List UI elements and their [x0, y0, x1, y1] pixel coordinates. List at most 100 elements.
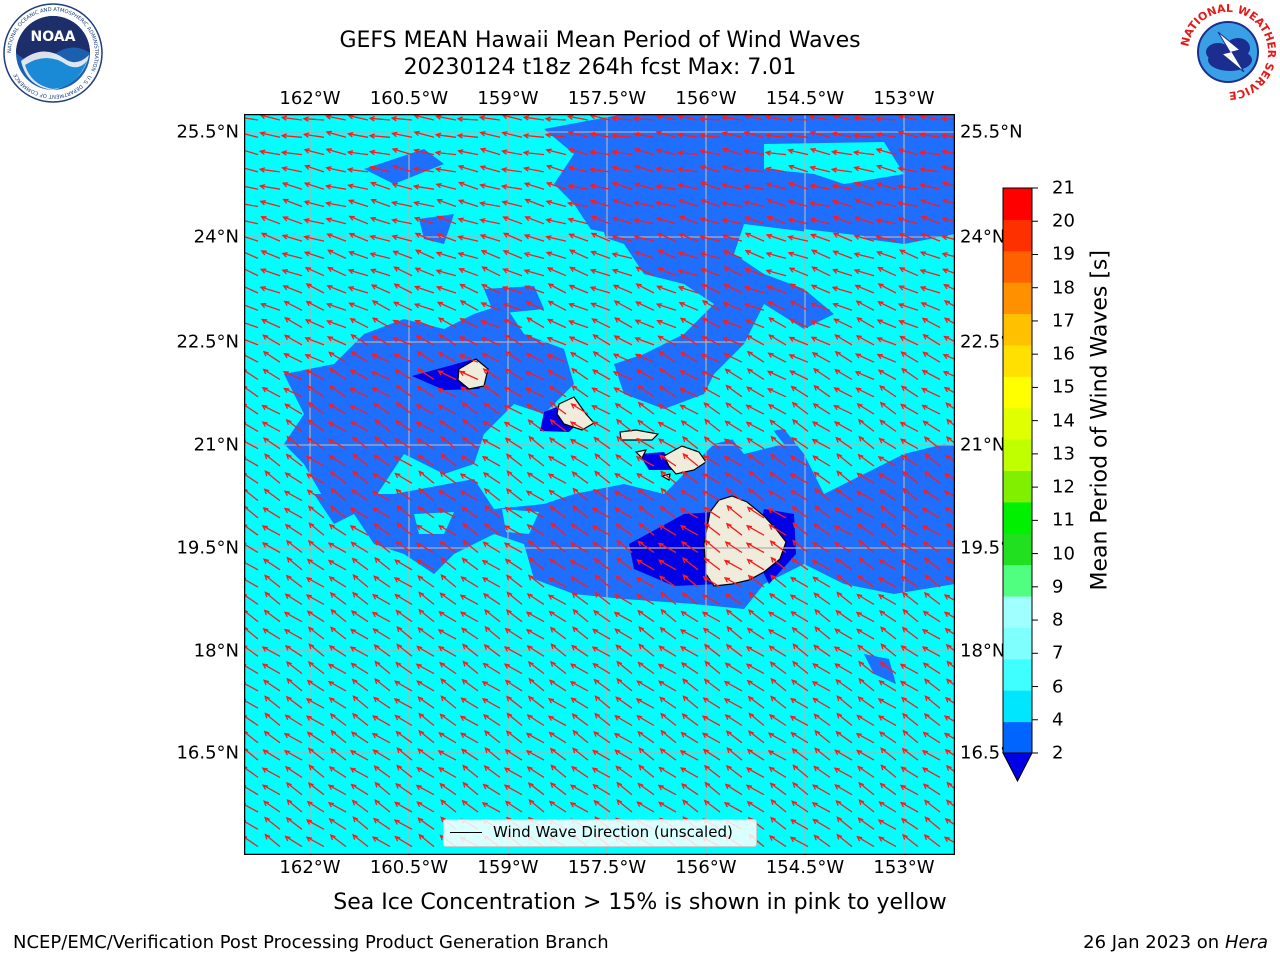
colorbar-swatch: [1003, 250, 1032, 283]
wind-wave-arrow: [283, 507, 303, 519]
wind-wave-arrow: [374, 677, 391, 692]
wind-wave-arrow: [701, 473, 721, 484]
wind-wave-arrow: [438, 610, 457, 623]
sea-ice-note: Sea Ice Concentration > 15% is shown in …: [333, 890, 947, 915]
wind-wave-arrow: [856, 593, 875, 605]
wind-wave-arrow: [244, 185, 259, 190]
wind-wave-arrow: [504, 800, 523, 813]
wind-wave-arrow: [812, 541, 831, 554]
wind-wave-arrow: [396, 764, 413, 778]
wind-wave-arrow: [897, 166, 919, 173]
wind-wave-arrow: [548, 800, 567, 813]
wind-wave-arrow: [636, 714, 655, 727]
wind-wave-arrow: [458, 181, 479, 190]
wind-wave-arrow: [484, 746, 501, 761]
wind-wave-arrow: [766, 216, 787, 225]
wind-wave-arrow: [440, 573, 457, 588]
wind-wave-arrow: [526, 316, 545, 329]
wind-wave-arrow: [346, 131, 369, 138]
wind-wave-arrow: [572, 608, 589, 623]
wind-wave-arrow: [262, 679, 281, 692]
nws-logo: NATIONAL WEATHER SERVICE: [1178, 2, 1278, 102]
wind-wave-arrow: [922, 489, 941, 502]
wind-wave-arrow: [328, 351, 347, 363]
wind-wave-arrow: [481, 352, 501, 363]
wind-wave-arrow: [570, 644, 589, 657]
wind-wave-arrow: [371, 732, 391, 744]
wind-wave-arrow: [525, 507, 545, 519]
wind-wave-arrow: [747, 453, 765, 467]
wind-wave-arrow: [880, 505, 897, 519]
wind-wave-arrow: [501, 200, 523, 208]
wind-wave-arrow: [505, 453, 523, 467]
wind-wave-arrow: [704, 660, 721, 675]
wind-wave-arrow: [303, 235, 325, 242]
wind-wave-arrow: [791, 626, 809, 640]
wind-wave-arrow: [898, 233, 919, 242]
wind-wave-arrow: [547, 715, 567, 727]
wind-wave-arrow: [923, 712, 941, 727]
wind-wave-arrow: [280, 115, 303, 121]
wind-wave-arrow: [326, 336, 347, 346]
wind-wave-arrow: [880, 747, 897, 761]
wind-wave-arrow: [461, 799, 479, 813]
wind-wave-arrow: [594, 712, 611, 727]
wind-wave-arrow: [875, 218, 897, 225]
wind-wave-arrow: [261, 386, 281, 398]
wind-wave-arrow: [880, 643, 897, 657]
wind-wave-arrow: [526, 766, 545, 778]
wind-wave-arrow: [505, 609, 523, 623]
wind-wave-arrow: [698, 116, 721, 122]
wind-wave-arrow: [572, 729, 589, 744]
wind-wave-arrow: [811, 438, 831, 450]
wind-wave-arrow: [525, 300, 545, 311]
wind-wave-arrow: [570, 697, 589, 709]
wind-wave-arrow: [525, 749, 545, 761]
wind-wave-arrow: [280, 150, 303, 156]
wind-wave-arrow: [682, 557, 699, 571]
wind-wave-arrow: [679, 369, 699, 381]
wind-wave-arrow: [418, 470, 435, 484]
wind-wave-arrow: [393, 577, 413, 588]
wind-wave-arrow: [852, 150, 875, 156]
wind-wave-arrow: [263, 609, 281, 623]
wind-wave-arrow: [328, 385, 347, 398]
wind-wave-arrow: [503, 646, 523, 657]
wind-wave-arrow: [571, 367, 589, 381]
wind-wave-arrow: [901, 747, 919, 761]
wind-wave-arrow: [458, 268, 479, 277]
wind-wave-arrow: [898, 320, 919, 329]
wind-wave-arrow: [591, 387, 611, 398]
wind-wave-arrow: [813, 592, 831, 605]
wind-wave-arrow: [830, 167, 853, 173]
wind-wave-arrow: [767, 352, 787, 363]
colorbar-tick-label: 21: [1052, 177, 1075, 199]
lon-label-bottom: 162°W: [279, 857, 341, 878]
wind-wave-arrow: [899, 542, 919, 554]
wind-wave-arrow: [943, 611, 955, 619]
wind-wave-arrow: [260, 232, 281, 242]
colorbar-swatch: [1003, 407, 1032, 440]
wind-wave-arrow: [704, 418, 721, 432]
wind-wave-arrow: [918, 150, 941, 156]
wind-wave-arrow: [901, 626, 919, 640]
wind-wave-arrow: [281, 182, 303, 190]
wind-wave-arrow: [589, 268, 611, 277]
wind-wave-arrow: [940, 149, 955, 155]
colorbar-tick-label: 2: [1052, 742, 1064, 764]
wind-wave-arrow: [813, 834, 831, 848]
wind-wave-arrow: [328, 523, 347, 536]
wind-wave-arrow: [394, 801, 413, 813]
wind-wave-arrow: [901, 470, 919, 484]
colorbar-frame: [1002, 187, 1033, 754]
wind-wave-arrow: [482, 783, 501, 796]
lon-label-bottom: 154.5°W: [765, 857, 845, 878]
wind-wave-arrow: [770, 798, 787, 813]
wind-wave-arrow: [632, 131, 655, 138]
wind-wave-arrow: [835, 730, 853, 744]
wind-wave-arrow: [657, 403, 677, 415]
wind-wave-arrow: [305, 819, 325, 830]
wind-wave-arrow: [528, 556, 545, 571]
wind-wave-arrow: [437, 370, 457, 381]
wind-wave-arrow: [899, 801, 919, 813]
